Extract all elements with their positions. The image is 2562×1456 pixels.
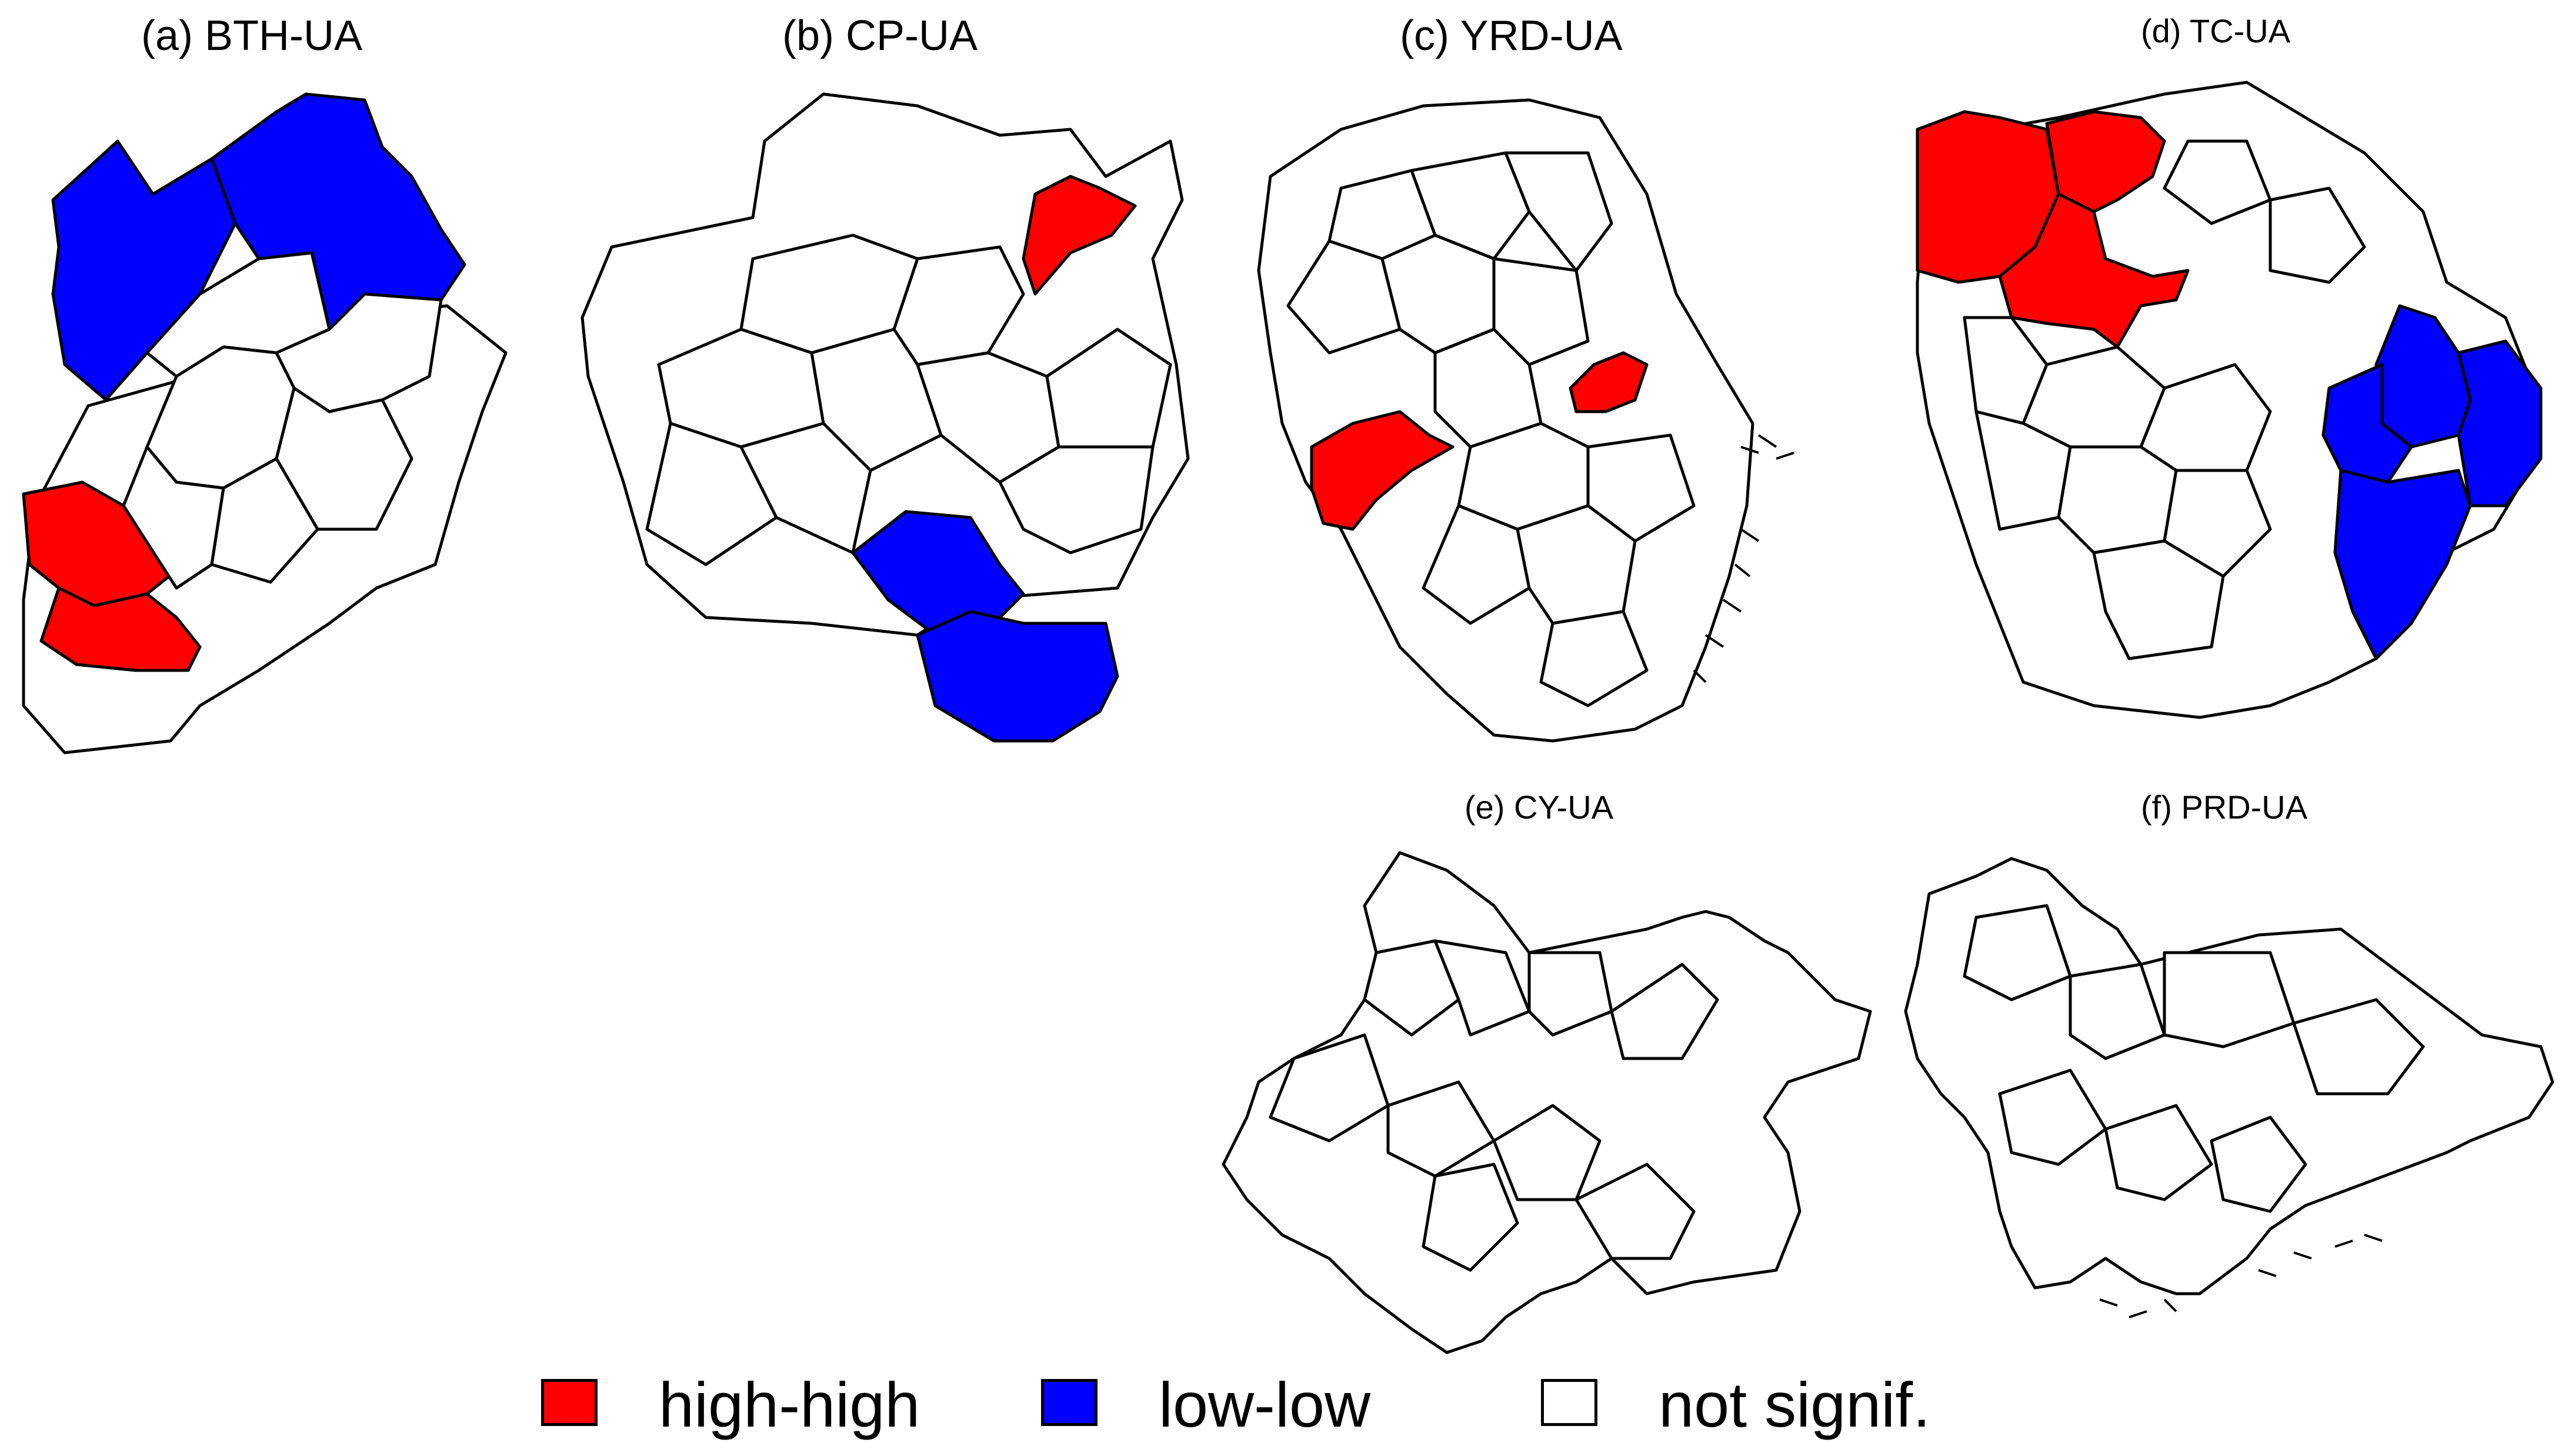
panel-title-f: (f) PRD-UA [2141,789,2308,826]
region-e-inner-2 [1433,939,1531,1037]
legend-swatch-not-signif [1541,1379,1597,1426]
region-d-low-south [2333,469,2472,660]
region-b-inner-7 [739,422,872,555]
region-c-inner-12 [1539,610,1649,707]
legend-swatch-low-low [1041,1379,1097,1426]
region-c-coastal-islands [1693,434,1794,683]
region-b-low-lower [916,610,1119,743]
region-b-inner-8 [1045,328,1172,449]
region-d-inner-7 [2057,445,2178,555]
region-c-inner-4 [1286,239,1402,355]
region-a-high-lower [39,586,202,672]
panel-title-e: (e) CY-UA [1465,789,1614,826]
region-e-inner-7 [1492,1104,1602,1201]
map-panel-d-tc-ua [1916,81,2543,719]
region-f-inner-5 [1998,1068,2107,1166]
legend-label-low-low: low-low [1159,1369,1371,1440]
panel-title-d: (d) TC-UA [2141,12,2291,49]
region-e-inner-6 [1386,1080,1496,1178]
legend-swatch-high-high [541,1379,598,1426]
region-b-high-north [1022,175,1137,296]
region-d-inner-2 [2269,186,2366,284]
region-a-inner-6 [210,457,319,584]
map-panel-b-cp-ua [581,92,1190,743]
region-b-inner-6 [645,422,778,566]
region-c-inner-10 [1422,504,1531,625]
region-a-high-upper [22,480,178,607]
region-d-inner-9 [2092,539,2225,660]
panel-title-b: (b) CP-UA [782,12,978,59]
region-b-inner-9 [998,445,1155,555]
region-f-inner-2 [2069,963,2166,1060]
map-panel-a-bth-ua [22,92,508,754]
region-b-low-upper [851,510,1025,637]
legend-label-not-signif: not signif. [1659,1369,1931,1440]
region-f-inner-1 [1963,904,2072,1001]
region-f-inner-4 [2292,998,2425,1096]
region-c-high-central [1569,351,1649,413]
region-f-inner-6 [2104,1104,2213,1201]
region-e-inner-4 [1610,963,1719,1060]
region-d-high-central [1998,192,2190,349]
region-d-inner-8 [2163,469,2272,578]
region-e-inner-1 [1363,939,1460,1037]
region-d-inner-1 [2163,139,2272,225]
region-c-inner-2 [1410,151,1531,261]
panel-title-a: (a) BTH-UA [141,12,362,59]
region-e-inner-5 [1269,1033,1390,1143]
legend-label-high-high: high-high [659,1369,920,1440]
region-c-inner-3 [1504,151,1613,272]
region-d-low-east [2457,339,2543,507]
region-e-inner-8 [1422,1163,1519,1272]
region-c-high-west [1310,410,1455,531]
region-f-coastal-islands [2099,1234,2383,1318]
map-panel-f-prd-ua [1904,857,2554,1318]
region-d-low-west [2321,363,2413,484]
region-f-inner-7 [2210,1116,2307,1213]
region-e-inner-9 [1574,1163,1696,1260]
panel-title-c: (c) YRD-UA [1400,12,1623,59]
region-e-inner-3 [1527,951,1613,1037]
map-panel-e-cy-ua [1222,851,1872,1354]
region-c-inner-9 [1586,433,1696,543]
region-c-inner-6 [1492,257,1590,366]
map-panel-c-yrd-ua [1257,98,1794,743]
region-f-inner-3 [2163,951,2296,1048]
